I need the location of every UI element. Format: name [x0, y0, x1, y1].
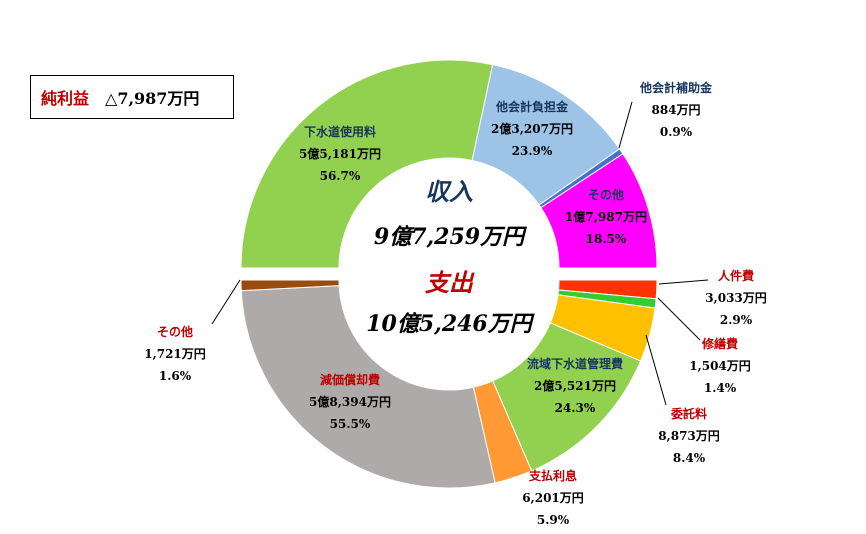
expense-label-1-amount: 1,504万円 — [689, 359, 751, 373]
expense-label-6-leader-line — [211, 279, 241, 325]
income-slice-3 — [540, 153, 658, 269]
income-label-2-percent: 0.9% — [660, 125, 693, 139]
income-label-1-name: 他会計負担金 — [495, 99, 569, 114]
income-label-3-amount: 1億7,987万円 — [565, 209, 647, 224]
expense-label-0-amount: 3,033万円 — [705, 291, 767, 305]
income-label-2-name: 他会計補助金 — [639, 80, 713, 95]
expense-label-5-amount: 5億8,394万円 — [309, 394, 391, 409]
expense-label-3-amount: 2億5,521万円 — [534, 378, 616, 393]
expense-label-0-leader-line — [658, 279, 709, 285]
income-label-2-leader-line — [618, 101, 633, 149]
income-label-3-percent: 18.5% — [586, 232, 627, 246]
income-label-1-percent: 23.9% — [512, 144, 553, 158]
income-label-0-amount: 5億5,181万円 — [299, 146, 381, 161]
expense-label-6-amount: 1,721万円 — [144, 347, 206, 361]
expense-slice-5 — [240, 285, 496, 489]
expense-label-2-leader-line — [645, 334, 667, 406]
expense-label-2-amount: 8,873万円 — [658, 429, 720, 443]
expense-label-1-percent: 1.4% — [704, 381, 737, 395]
expense-label-3-percent: 24.3% — [555, 401, 596, 415]
net-profit-label: 純利益 — [41, 89, 90, 108]
income-label-0-name: 下水道使用料 — [304, 124, 376, 139]
expense-label-1-name: 修繕費 — [701, 336, 738, 351]
income-title: 収入 — [425, 177, 473, 206]
expense-title: 支出 — [425, 268, 475, 297]
expense-label-6-percent: 1.6% — [159, 369, 192, 383]
net-profit-box: 純利益 △7,987万円 — [30, 75, 234, 119]
income-label-2-amount: 884万円 — [651, 103, 700, 117]
income-label-3-name: その他 — [588, 187, 624, 202]
expense-label-4-amount: 6,201万円 — [522, 491, 584, 505]
expense-label-6-name: その他 — [157, 324, 193, 339]
expense-label-3-name: 流域下水道管理費 — [527, 356, 623, 371]
income-total: 9億7,259万円 — [374, 224, 527, 250]
expense-label-5-name: 減価償却費 — [320, 372, 380, 387]
expense-label-5-percent: 55.5% — [330, 417, 371, 431]
expense-label-0-percent: 2.9% — [720, 313, 753, 327]
net-profit-value: △7,987万円 — [105, 89, 200, 108]
income-label-0-percent: 56.7% — [320, 169, 361, 183]
expense-label-0-name: 人件費 — [718, 268, 754, 283]
expense-total: 10億5,246万円 — [366, 311, 535, 337]
income-slice-0 — [240, 59, 494, 269]
expense-label-1-leader-line — [657, 297, 701, 341]
expense-label-4-name: 支払利息 — [528, 468, 577, 483]
expense-slice-6 — [240, 279, 340, 292]
expense-label-2-percent: 8.4% — [673, 451, 706, 465]
income-label-1-amount: 2億3,207万円 — [491, 121, 573, 136]
expense-label-4-percent: 5.9% — [537, 513, 570, 527]
expense-label-2-name: 委託料 — [670, 406, 707, 421]
